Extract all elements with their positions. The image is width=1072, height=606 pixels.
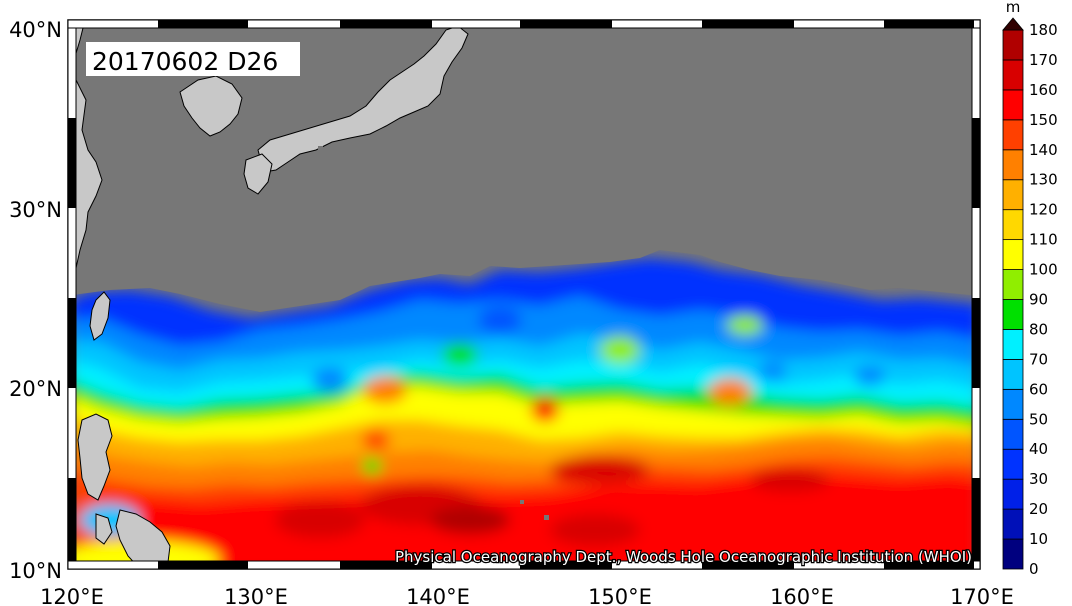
upper-land-mask [68,20,980,312]
colorbar-swatch [1002,508,1024,540]
colorbar-tick-label: 170 [1029,51,1058,69]
colorbar-tick-label: 110 [1029,231,1058,249]
x-axis-labels: 120°E 130°E 140°E 150°E 160°E 170°E [40,585,1014,606]
map-area [68,20,980,569]
title-box: 20170602 D26 [86,42,300,76]
colorbar-swatch [1002,209,1024,241]
colorbar-swatches [1002,17,1024,570]
colorbar-tick-label: 150 [1029,111,1058,129]
small-islands [205,146,549,520]
colorbar-swatch [1002,358,1024,390]
x-tick-label: 170°E [950,585,1014,606]
colorbar-swatch [1002,478,1024,510]
colorbar-tick-label: 140 [1029,141,1058,159]
map-title: 20170602 D26 [92,47,278,76]
colorbar-tick-label: 60 [1029,380,1048,398]
colorbar-swatch [1002,89,1024,121]
colorbar-tick-label: 120 [1029,201,1058,219]
colorbar-tick-label: 0 [1029,560,1039,578]
colorbar-tick-label: 70 [1029,350,1048,368]
colorbar-swatch [1002,119,1024,151]
colorbar-tick-label: 10 [1029,530,1048,548]
colorbar-tick-label: 50 [1029,410,1048,428]
d26-field [68,258,980,569]
x-tick-label: 150°E [588,585,652,606]
colorbar-swatch [1002,448,1024,480]
colorbar-over-arrow [1002,17,1024,31]
colorbar-swatch [1002,149,1024,181]
x-tick-label: 140°E [406,585,470,606]
colorbar-tick-label: 180 [1029,21,1058,39]
colorbar-swatch [1002,269,1024,300]
colorbar-tick-label: 30 [1029,470,1048,488]
colorbar-swatch [1002,388,1024,420]
y-tick-label: 20°N [9,377,62,401]
colorbar-tick-label: 100 [1029,261,1058,279]
x-tick-label: 130°E [224,585,288,606]
colorbar-swatch [1002,59,1024,91]
credit-text: Physical Oceanography Dept., Woods Hole … [395,548,972,566]
colorbar-tick-label: 80 [1029,320,1048,338]
colorbar-swatch [1002,329,1024,360]
colorbar-labels: 0 10 20 30 40 50 60 70 80 90 100 110 120 130 140 150 160… [1029,21,1058,578]
colorbar-swatch [1002,538,1024,570]
colorbar-unit: m [1006,0,1021,16]
colorbar-tick-label: 160 [1029,81,1058,99]
colorbar-swatch [1002,299,1024,330]
y-tick-label: 30°N [9,198,62,222]
x-tick-label: 120°E [40,585,104,606]
y-axis-labels: 40°N 30°N 20°N 10°N [9,18,62,583]
y-tick-label: 10°N [9,559,62,583]
colorbar-swatch [1002,179,1024,211]
x-tick-label: 160°E [770,585,834,606]
colorbar-tick-label: 90 [1029,291,1048,309]
colorbar-swatch [1002,418,1024,450]
colorbar-swatch [1002,239,1024,270]
colorbar-tick-label: 130 [1029,171,1058,189]
y-tick-label: 40°N [9,18,62,42]
colorbar: m 0 10 20 30 40 50 60 70 80 90 100 110 120 130 140 150 1… [1002,0,1058,578]
map-frame [67,19,981,570]
colorbar-swatch [1002,29,1024,61]
colorbar-tick-label: 20 [1029,500,1048,518]
colorbar-tick-label: 40 [1029,440,1048,458]
